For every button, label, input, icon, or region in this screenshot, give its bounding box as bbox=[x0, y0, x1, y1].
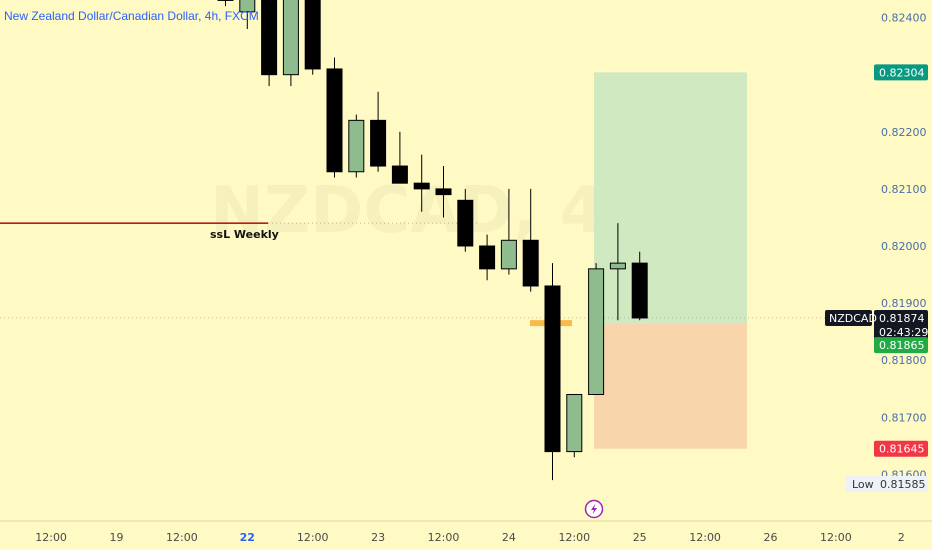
time-tick-label: 2 bbox=[898, 531, 905, 544]
price-tick-label: 0.81800 bbox=[881, 354, 927, 367]
candle-body[interactable] bbox=[522, 239, 539, 287]
symbol-tag: NZDCAD bbox=[829, 312, 877, 325]
current-price-tag: 0.81874 bbox=[879, 312, 925, 325]
chart-title: New Zealand Dollar/Canadian Dollar, 4h, … bbox=[4, 9, 259, 23]
candle-body[interactable] bbox=[435, 188, 452, 196]
take-profit-price-tag-bg bbox=[874, 64, 928, 81]
stop-loss-price-tag: 0.81645 bbox=[879, 443, 925, 456]
candle-body[interactable] bbox=[391, 165, 408, 184]
time-tick-label: 12:00 bbox=[689, 531, 721, 544]
take-profit-zone[interactable] bbox=[594, 72, 747, 324]
price-tick-label: 0.82400 bbox=[881, 12, 927, 25]
time-tick-label: 12:00 bbox=[558, 531, 590, 544]
low-label: Low bbox=[852, 478, 874, 491]
current-price-tag-bg bbox=[874, 309, 928, 340]
time-tick-label: 25 bbox=[633, 531, 647, 544]
candle-body[interactable] bbox=[588, 268, 605, 395]
entry-price-tag-bg bbox=[874, 337, 928, 354]
candle-body[interactable] bbox=[304, 0, 321, 70]
entry-price-tag: 0.81865 bbox=[879, 339, 925, 352]
candle-body[interactable] bbox=[500, 239, 517, 270]
candle-body[interactable] bbox=[457, 199, 474, 247]
bar-countdown: 02:43:29 bbox=[879, 326, 928, 339]
time-tick-label: 12:00 bbox=[166, 531, 198, 544]
candle-body[interactable] bbox=[282, 0, 299, 76]
time-tick-label: 12:00 bbox=[428, 531, 460, 544]
time-tick-label: 26 bbox=[764, 531, 778, 544]
stop-loss-zone[interactable] bbox=[594, 323, 747, 449]
support-line-label: ssL Weekly bbox=[210, 228, 279, 241]
time-tick-label: 12:00 bbox=[35, 531, 67, 544]
time-tick-label: 19 bbox=[110, 531, 124, 544]
low-label-bg bbox=[846, 476, 928, 492]
candle-body[interactable] bbox=[631, 262, 648, 319]
candle-body[interactable] bbox=[479, 245, 496, 270]
candle-body[interactable] bbox=[261, 0, 278, 76]
candle-body[interactable] bbox=[609, 262, 626, 270]
time-tick-label: 23 bbox=[371, 531, 385, 544]
candle-body[interactable] bbox=[370, 119, 387, 167]
price-tick-label: 0.82200 bbox=[881, 126, 927, 139]
candle-body[interactable] bbox=[326, 68, 343, 173]
price-tick-label: 0.81900 bbox=[881, 297, 927, 310]
price-tick-label: 0.82000 bbox=[881, 240, 927, 253]
time-tick-label: 22 bbox=[240, 531, 255, 544]
stop-loss-price-tag-bg bbox=[874, 440, 928, 457]
time-tick-label: 12:00 bbox=[297, 531, 329, 544]
candle-body[interactable] bbox=[544, 285, 561, 453]
low-value: 0.81585 bbox=[880, 478, 926, 491]
lightning-glyph bbox=[591, 503, 597, 515]
time-tick-label: 24 bbox=[502, 531, 516, 544]
symbol-tag-bg bbox=[825, 309, 872, 326]
candle-body[interactable] bbox=[348, 119, 365, 173]
candle-body[interactable] bbox=[566, 393, 583, 453]
take-profit-price-tag: 0.82304 bbox=[879, 66, 925, 79]
price-tick-label: 0.81700 bbox=[881, 411, 927, 424]
price-tick-label: 0.82100 bbox=[881, 183, 927, 196]
time-tick-label: 12:00 bbox=[820, 531, 852, 544]
candle-body[interactable] bbox=[413, 182, 430, 190]
candle-body[interactable] bbox=[239, 0, 256, 13]
